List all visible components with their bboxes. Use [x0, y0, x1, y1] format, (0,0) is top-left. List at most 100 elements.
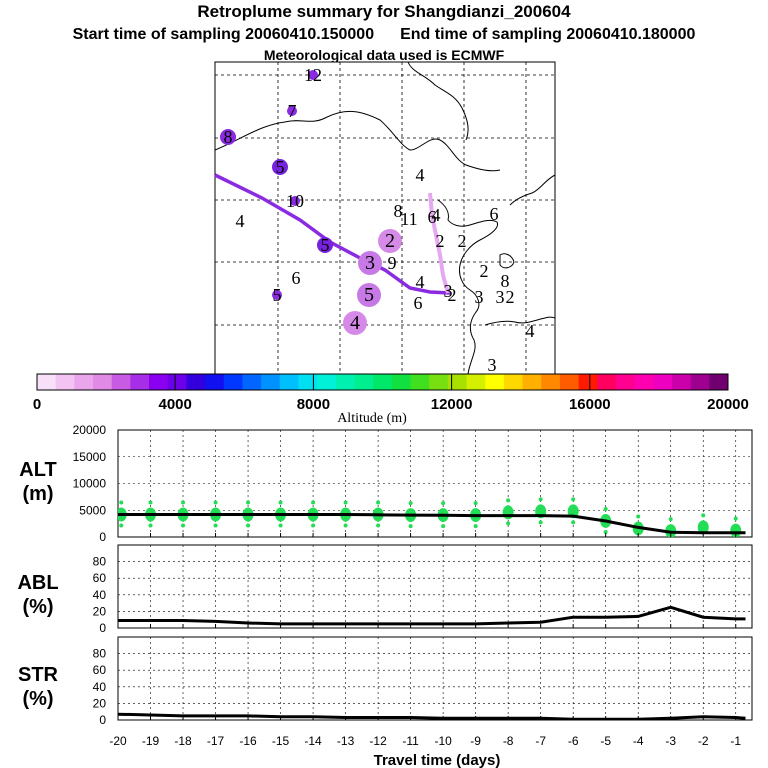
x-tick-label: -18 — [174, 734, 192, 748]
colorbar-cell — [167, 374, 187, 390]
x-tick-label: -19 — [142, 734, 160, 748]
map-label: 12 — [304, 65, 322, 85]
map-label-text: 8 — [224, 127, 233, 147]
x-tick-label: -20 — [109, 734, 127, 748]
colorbar-cell — [205, 374, 225, 390]
panel-str: 0 20 40 60 80 STR(%) — [18, 636, 753, 727]
panel-ylabel: ALT — [19, 459, 56, 481]
colorbar-cell — [559, 374, 580, 390]
coastline — [214, 61, 556, 375]
colorbar-cell — [149, 374, 169, 390]
map-label: 4 — [432, 205, 441, 225]
colorbar-tick-label: 4000 — [159, 396, 192, 413]
y-tick-label: 15000 — [73, 450, 107, 464]
map-label: 11 — [400, 209, 417, 229]
x-tick-label: -9 — [470, 734, 481, 748]
map-label: 2 — [448, 285, 457, 305]
map-label-text: 7 — [288, 101, 297, 121]
map-label-text: 4 — [432, 205, 441, 225]
map-label-text: 3 — [496, 287, 505, 307]
map-label-text: 6 — [414, 293, 423, 313]
map-label-text: 3 — [488, 355, 497, 375]
colorbar-cell — [298, 374, 318, 390]
x-tick-label: -10 — [434, 734, 452, 748]
y-tick-label: 20 — [93, 604, 107, 618]
coast-line — [437, 199, 499, 375]
map-label-text: 2 — [448, 285, 457, 305]
altitude-point-spread — [506, 521, 511, 526]
altitude-point-spread — [213, 523, 218, 528]
end-time: End time of sampling 20060410.180000 — [400, 26, 696, 43]
colorbar-cell — [317, 374, 337, 390]
colorbar-tick-label: 20000 — [707, 396, 749, 413]
map-label-text: 11 — [400, 209, 417, 229]
map-label: 10 — [286, 191, 304, 211]
map-label: 3 — [488, 355, 497, 375]
coast-line — [214, 111, 501, 172]
altitude-point-spread — [734, 540, 738, 544]
colorbar-cell — [634, 374, 654, 390]
colorbar-cells — [37, 374, 729, 390]
altitude-point-spread — [148, 500, 153, 505]
map-label: 2 — [480, 261, 489, 281]
colorbar-cell — [93, 374, 113, 390]
colorbar-cell — [429, 374, 449, 390]
x-tick-label: -4 — [633, 734, 644, 748]
map-label-text: 2 — [458, 231, 467, 251]
colorbar-cell — [410, 374, 430, 390]
map-label-marker — [272, 159, 288, 175]
altitude-point-spread — [311, 500, 316, 505]
colorbar-cell — [37, 374, 57, 390]
colorbar-tick-label: 0 — [33, 396, 41, 413]
altitude-mean-line — [118, 513, 746, 535]
map-label-marker — [290, 196, 300, 206]
y-tick-label: 80 — [93, 555, 107, 569]
timeseries-panels: 05000100001500020000ALT(m)020406080ABL(%… — [17, 423, 753, 748]
colorbar-cell — [130, 374, 150, 390]
colorbar-cell — [522, 374, 542, 390]
colorbar-cell — [541, 374, 561, 390]
altitude-point-spread — [603, 506, 608, 511]
map-label-text: 2 — [436, 231, 445, 251]
colorbar-cell — [485, 374, 505, 390]
map-label-marker — [272, 290, 282, 300]
map-label: 3 — [475, 287, 484, 307]
altitude-point-spread — [669, 540, 673, 544]
altitude-point-spread — [181, 500, 186, 505]
map-label: 6 — [292, 268, 301, 288]
map-label: 4 — [236, 211, 245, 231]
x-tick-label: -14 — [304, 734, 322, 748]
map-label: 2 — [378, 229, 402, 253]
map-label-text: 4 — [416, 165, 425, 185]
altitude-point-spread — [311, 523, 316, 528]
colorbar-cell — [578, 374, 598, 390]
y-tick-label: 60 — [93, 663, 107, 677]
altitude-point-spread — [376, 500, 381, 505]
abl-line — [118, 605, 746, 626]
map-label-marker — [220, 129, 236, 145]
y-tick-label: 60 — [93, 571, 107, 585]
colorbar-cell — [111, 374, 131, 390]
panel-ylabel: ABL — [17, 572, 58, 594]
map-label-text: 10 — [286, 191, 304, 211]
map-label-text: 2 — [480, 261, 489, 281]
x-tick-label: -15 — [272, 734, 290, 748]
y-tick-label: 0 — [99, 530, 106, 544]
y-tick-label: 5000 — [79, 503, 106, 517]
altitude-point-spread — [473, 501, 478, 506]
map-label-text: 9 — [388, 253, 397, 273]
map-label-marker — [308, 70, 318, 80]
colorbar-tick-label: 16000 — [569, 396, 611, 413]
colorbar-cell — [373, 374, 393, 390]
map-label: 7 — [287, 101, 297, 121]
altitude-point-spread — [571, 497, 576, 502]
colorbar-cell — [55, 374, 75, 390]
map-label: 3 — [496, 287, 505, 307]
chart-title: Retroplume summary for Shangdianzi_20060… — [197, 2, 571, 21]
map-label: 2 — [506, 287, 515, 307]
colorbar-cell — [261, 374, 281, 390]
map-label: 2 — [436, 231, 445, 251]
map-label-marker — [357, 283, 381, 307]
